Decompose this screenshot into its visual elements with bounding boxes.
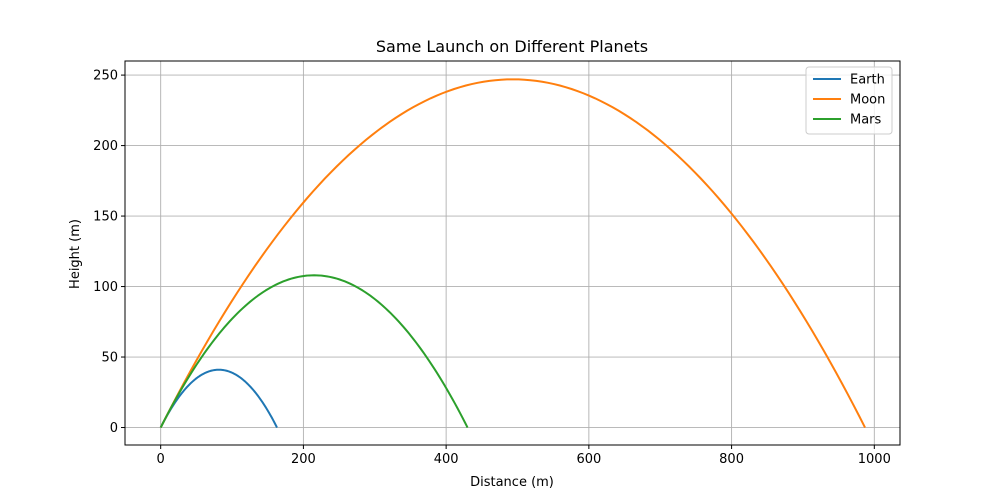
legend-label-mars: Mars — [850, 113, 882, 128]
y-tick-label: 150 — [93, 210, 118, 225]
x-tick-label: 800 — [719, 452, 744, 467]
x-tick-label: 400 — [434, 452, 459, 467]
x-axis-label: Distance (m) — [470, 475, 554, 490]
legend-box — [805, 66, 893, 135]
x-tick-label: 200 — [291, 452, 316, 467]
series-line-earth — [159, 368, 278, 428]
legend: Earth Moon Mars — [805, 66, 893, 135]
series-line-mars — [159, 274, 469, 428]
legend-label-moon: Moon — [850, 93, 885, 108]
x-tick-label: 1000 — [858, 452, 891, 467]
series-line-moon — [159, 78, 866, 428]
plot-frame — [124, 60, 901, 446]
axis-ticks: 0 200 400 600 800 1000 0 50 100 150 200 250 — [93, 69, 891, 467]
legend-label-earth: Earth — [850, 73, 885, 88]
y-tick-label: 0 — [110, 421, 118, 436]
y-tick-label: 250 — [93, 69, 118, 84]
y-tick-label: 200 — [93, 139, 118, 154]
x-tick-label: 0 — [157, 452, 165, 467]
x-tick-label: 600 — [576, 452, 601, 467]
series-lines — [159, 78, 866, 428]
y-tick-label: 100 — [93, 280, 118, 295]
y-tick-label: 50 — [101, 351, 118, 366]
y-axis-label: Height (m) — [68, 219, 83, 289]
grid — [125, 61, 900, 445]
chart-title: Same Launch on Different Planets — [376, 37, 648, 56]
